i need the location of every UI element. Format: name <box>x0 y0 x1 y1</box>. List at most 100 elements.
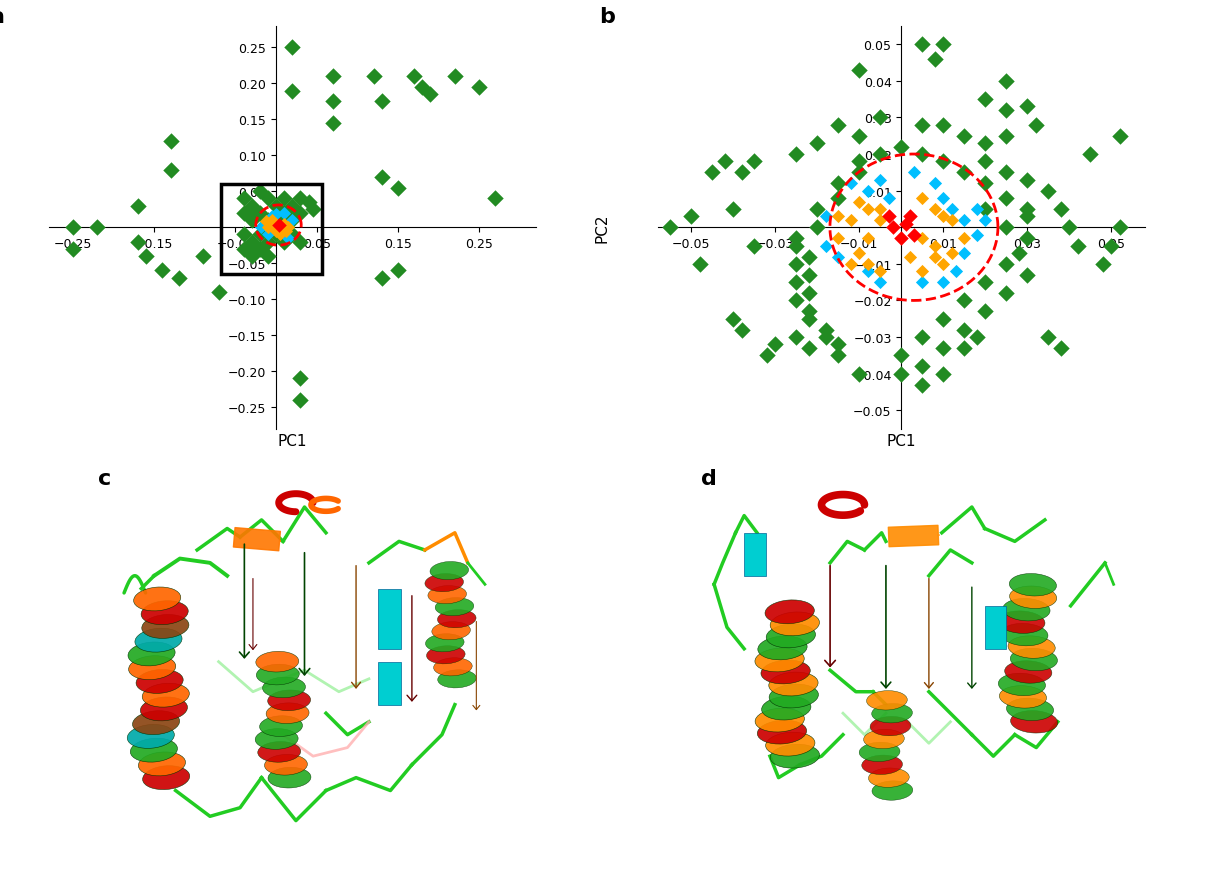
Point <box>787 239 806 253</box>
Point <box>967 331 987 345</box>
Point <box>283 41 302 55</box>
Point <box>250 185 269 199</box>
Point <box>291 372 311 386</box>
Point <box>996 287 1016 301</box>
Point <box>933 38 952 52</box>
Point <box>808 221 827 235</box>
Point <box>933 312 952 326</box>
Point <box>996 130 1016 144</box>
Point <box>942 247 961 261</box>
Text: d: d <box>702 468 717 489</box>
Point <box>799 250 818 265</box>
Point <box>942 203 961 217</box>
Ellipse shape <box>268 690 311 711</box>
Point <box>242 199 262 214</box>
Point <box>267 228 286 242</box>
Ellipse shape <box>259 716 302 737</box>
Ellipse shape <box>263 678 306 698</box>
Point <box>799 312 818 326</box>
Point <box>933 191 952 206</box>
Point <box>871 203 890 217</box>
Bar <box>744 533 766 576</box>
Point <box>850 130 870 144</box>
Bar <box>378 662 401 704</box>
Ellipse shape <box>766 732 815 756</box>
Point <box>234 192 253 207</box>
Text: c: c <box>99 468 112 489</box>
Point <box>1060 221 1079 235</box>
Point <box>323 95 342 109</box>
Point <box>816 324 836 338</box>
Point <box>828 338 848 352</box>
Point <box>850 63 870 78</box>
Point <box>258 192 278 207</box>
Point <box>828 191 848 206</box>
Point <box>128 199 147 214</box>
Point <box>274 207 294 221</box>
Point <box>799 268 818 283</box>
Point <box>258 214 278 228</box>
Ellipse shape <box>129 656 175 679</box>
Ellipse shape <box>256 652 298 672</box>
Legend: 0-2%, 2%-3%, 3%-5%, >5%: 0-2%, 2%-3%, 3%-5%, >5% <box>670 133 734 215</box>
Point <box>274 235 294 249</box>
Ellipse shape <box>770 612 820 636</box>
Ellipse shape <box>870 717 911 736</box>
Ellipse shape <box>136 670 183 694</box>
Ellipse shape <box>859 742 900 762</box>
Point <box>926 53 945 67</box>
Ellipse shape <box>437 670 476 688</box>
Point <box>850 166 870 181</box>
Ellipse shape <box>769 684 818 708</box>
Point <box>1110 221 1129 235</box>
Point <box>933 257 952 272</box>
Point <box>283 214 302 228</box>
Point <box>758 349 777 363</box>
Ellipse shape <box>761 696 811 721</box>
Point <box>955 130 974 144</box>
Point <box>766 338 786 352</box>
Point <box>1110 130 1129 144</box>
Ellipse shape <box>256 729 298 749</box>
X-axis label: PC1: PC1 <box>278 433 307 448</box>
Point <box>63 242 83 257</box>
Point <box>996 166 1016 181</box>
Point <box>732 324 752 338</box>
Point <box>469 80 488 95</box>
Point <box>194 249 213 264</box>
Point <box>996 257 1016 272</box>
Point <box>242 249 262 264</box>
Point <box>371 271 391 285</box>
Ellipse shape <box>141 601 189 625</box>
Point <box>744 239 764 253</box>
Point <box>744 155 764 169</box>
Point <box>787 148 806 162</box>
Ellipse shape <box>425 634 464 652</box>
Point <box>1051 203 1071 217</box>
Point <box>389 264 408 278</box>
Ellipse shape <box>769 672 818 696</box>
Point <box>152 264 172 278</box>
Ellipse shape <box>999 673 1045 696</box>
Point <box>799 287 818 301</box>
Point <box>787 257 806 272</box>
Text: b: b <box>599 6 615 27</box>
Point <box>967 203 987 217</box>
Point <box>892 367 911 382</box>
Ellipse shape <box>258 742 301 763</box>
Point <box>262 214 281 228</box>
Point <box>996 191 1016 206</box>
Point <box>1010 247 1029 261</box>
Ellipse shape <box>128 642 175 666</box>
Point <box>1039 184 1058 198</box>
Point <box>926 239 945 253</box>
Ellipse shape <box>999 686 1046 708</box>
Point <box>258 249 278 264</box>
Point <box>88 221 107 235</box>
Ellipse shape <box>435 598 474 616</box>
Point <box>912 275 932 290</box>
X-axis label: PC1: PC1 <box>887 433 916 448</box>
Point <box>283 228 302 242</box>
Ellipse shape <box>765 600 815 624</box>
Point <box>267 214 286 228</box>
